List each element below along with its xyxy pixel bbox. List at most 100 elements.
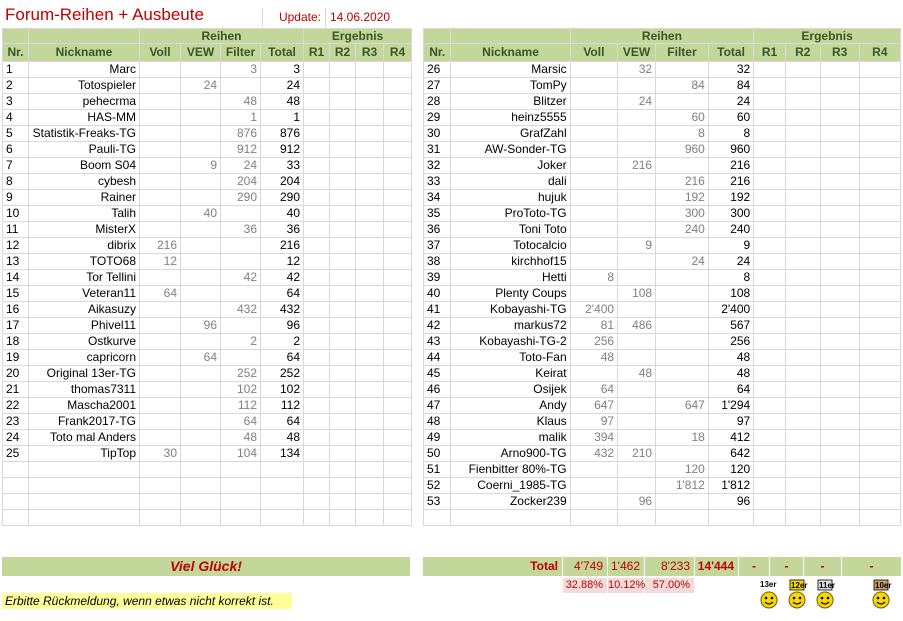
row-filter: 204 <box>220 173 261 190</box>
table-row: 48 Klaus 97 97 <box>422 413 902 430</box>
row-nr: 34 <box>422 189 452 206</box>
row-nr <box>2 477 29 494</box>
row-r1 <box>753 413 786 430</box>
row-voll: 432 <box>569 445 619 462</box>
row-r2 <box>784 253 821 270</box>
ergebnis-header: Ergebnis <box>303 28 413 44</box>
row-vew <box>180 477 221 494</box>
row-vew <box>180 141 221 158</box>
row-r1 <box>753 205 786 222</box>
row-r3 <box>355 381 385 398</box>
table-row <box>2 461 413 478</box>
row-r4 <box>383 237 413 254</box>
table-row: 13 TOTO68 12 12 <box>2 253 413 270</box>
row-filter: 240 <box>655 221 709 238</box>
row-r4 <box>383 493 413 510</box>
row-nr: 33 <box>422 173 452 190</box>
row-voll <box>569 285 619 302</box>
row-r3 <box>819 253 860 270</box>
row-nickname: Andy <box>450 397 571 414</box>
smiley-10er-icon: 10er <box>872 579 891 609</box>
totals-label: Total <box>423 557 562 576</box>
row-filter <box>655 269 709 286</box>
row-total: 1'812 <box>707 477 755 494</box>
row-vew <box>617 413 657 430</box>
row-voll <box>139 301 181 318</box>
row-nr: 5 <box>2 125 29 142</box>
row-nickname: Pauli-TG <box>28 141 140 158</box>
row-total <box>707 509 755 526</box>
row-r3 <box>819 301 860 318</box>
row-nr: 52 <box>422 477 452 494</box>
row-filter <box>220 205 261 222</box>
row-nickname: thomas7311 <box>28 381 140 398</box>
row-nickname: Mascha2001 <box>28 397 140 414</box>
row-voll <box>569 461 619 478</box>
total-sum: 14'444 <box>695 557 738 576</box>
row-nickname: Frank2017-TG <box>28 413 140 430</box>
row-r1 <box>753 77 786 94</box>
row-r4 <box>858 477 902 494</box>
row-r4 <box>858 461 902 478</box>
row-vew <box>180 173 221 190</box>
table-row: 33 dali 216 216 <box>422 173 902 190</box>
table-row: 51 Fienbitter 80%-TG 120 120 <box>422 461 902 478</box>
row-r4 <box>383 349 413 366</box>
row-voll <box>569 61 619 78</box>
row-r3 <box>355 397 385 414</box>
row-voll <box>139 333 181 350</box>
row-r1 <box>303 317 331 334</box>
table-row: 35 ProToto-TG 300 300 <box>422 205 902 222</box>
col-vew: VEW <box>617 43 657 62</box>
col-nickname: Nickname <box>450 43 571 62</box>
row-nr: 28 <box>422 93 452 110</box>
row-voll <box>569 141 619 158</box>
row-nickname: malik <box>450 429 571 446</box>
row-r1 <box>303 189 331 206</box>
table-row: 22 Mascha2001 112 112 <box>2 397 413 414</box>
row-nr: 14 <box>2 269 29 286</box>
row-total: 64 <box>259 413 305 430</box>
row-r3 <box>819 237 860 254</box>
row-r4 <box>858 445 902 462</box>
row-r3 <box>355 413 385 430</box>
row-r1 <box>753 269 786 286</box>
row-nickname: Toni Toto <box>450 221 571 238</box>
row-voll <box>139 93 181 110</box>
row-r2 <box>784 413 821 430</box>
row-voll <box>569 253 619 270</box>
row-nickname: Kobayashi-TG <box>450 301 571 318</box>
row-total: 33 <box>259 157 305 174</box>
row-total: 9 <box>707 237 755 254</box>
row-r4 <box>383 157 413 174</box>
row-vew <box>617 333 657 350</box>
row-r3 <box>355 205 385 222</box>
row-filter: 216 <box>655 173 709 190</box>
row-total: 192 <box>707 189 755 206</box>
row-r2 <box>329 381 357 398</box>
row-vew: 48 <box>617 365 657 382</box>
row-total: 134 <box>259 445 305 462</box>
reihen-header: Reihen <box>138 28 305 44</box>
row-r2 <box>784 301 821 318</box>
row-r1 <box>753 141 786 158</box>
smiley-10er-label: 10er <box>875 581 891 590</box>
row-r2 <box>329 173 357 190</box>
row-total: 216 <box>707 173 755 190</box>
row-nickname: dibrix <box>28 237 140 254</box>
row-filter: 42 <box>220 269 261 286</box>
row-nr: 31 <box>422 141 452 158</box>
row-total: 642 <box>707 445 755 462</box>
row-nickname <box>450 509 571 526</box>
row-r2 <box>784 237 821 254</box>
row-nr: 17 <box>2 317 29 334</box>
table-row: 20 Original 13er-TG 252 252 <box>2 365 413 382</box>
row-filter: 24 <box>655 253 709 270</box>
table-row: 34 hujuk 192 192 <box>422 189 902 206</box>
row-total: 112 <box>259 397 305 414</box>
row-filter: 112 <box>220 397 261 414</box>
row-nr: 10 <box>2 205 29 222</box>
table-row: 24 Toto mal Anders 48 48 <box>2 429 413 446</box>
row-vew <box>617 381 657 398</box>
row-voll: 97 <box>569 413 619 430</box>
